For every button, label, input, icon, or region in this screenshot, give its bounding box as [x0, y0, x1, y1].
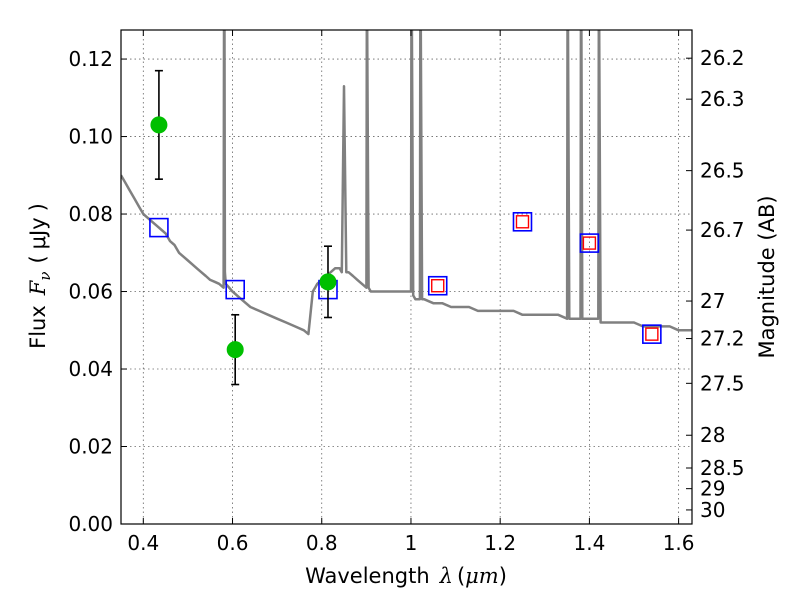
x-tick-label: 1.6 — [663, 531, 695, 555]
x-tick-label: 1.2 — [484, 531, 516, 555]
mag-tick-label: 27.5 — [700, 371, 745, 395]
observed-point — [226, 341, 244, 359]
y-tick-label: 0.00 — [68, 512, 113, 536]
mag-tick-label: 27.2 — [700, 327, 745, 351]
y-tick-label: 0.12 — [68, 47, 113, 71]
predicted-point — [431, 279, 445, 293]
predicted-point — [582, 236, 597, 250]
x-tick-label: 1.4 — [573, 531, 605, 555]
mag-tick-label: 27 — [700, 289, 725, 313]
predicted-point — [515, 215, 530, 229]
mag-tick-label: 26.2 — [700, 46, 745, 70]
observed-point — [150, 116, 168, 134]
model-band-box — [512, 211, 533, 232]
tick-marks — [121, 30, 692, 525]
model-band-box — [427, 275, 448, 296]
y-tick-labels: 0.00 0.02 0.04 0.06 0.08 0.10 0.12 — [68, 47, 113, 536]
mag-tick-label: 28 — [700, 423, 725, 447]
y-axis-label: FluxFν(μJy) — [26, 203, 54, 349]
y-tick-label: 0.04 — [68, 357, 113, 381]
mag-tick-label: 26.5 — [700, 159, 745, 183]
model-spectrum-line — [121, 30, 692, 336]
y-tick-label: 0.10 — [68, 125, 113, 149]
x-tick-label: 1 — [405, 531, 418, 555]
y-tick-label: 0.08 — [68, 202, 113, 226]
x-axis-label: Wavelength λ (μm) — [305, 564, 507, 588]
x-tick-label: 0.4 — [127, 531, 159, 555]
model-band-box — [225, 279, 245, 300]
mag-tick-label: 28.5 — [700, 456, 745, 480]
x-tick-label: 0.6 — [217, 531, 249, 555]
y-tick-label: 0.02 — [68, 435, 113, 459]
y-tick-label: 0.06 — [68, 280, 113, 304]
y2-axis-label: Magnitude (AB) — [755, 195, 779, 358]
plot-frame — [120, 29, 693, 525]
plot-area — [121, 30, 692, 386]
x-tick-labels: 0.4 0.6 0.8 1 1.2 1.4 1.6 — [127, 531, 694, 555]
mag-tick-label: 26.7 — [700, 218, 745, 242]
predicted-point — [645, 327, 659, 341]
mag-tick-label: 30 — [700, 498, 725, 522]
mag-tick-label: 29 — [700, 477, 725, 501]
model-band-box — [642, 324, 662, 344]
mag-tick-label: 26.3 — [700, 87, 745, 111]
model-band-box — [149, 217, 169, 238]
x-tick-label: 0.8 — [306, 531, 338, 555]
model-band-box — [579, 233, 600, 253]
observed-point — [319, 273, 337, 291]
